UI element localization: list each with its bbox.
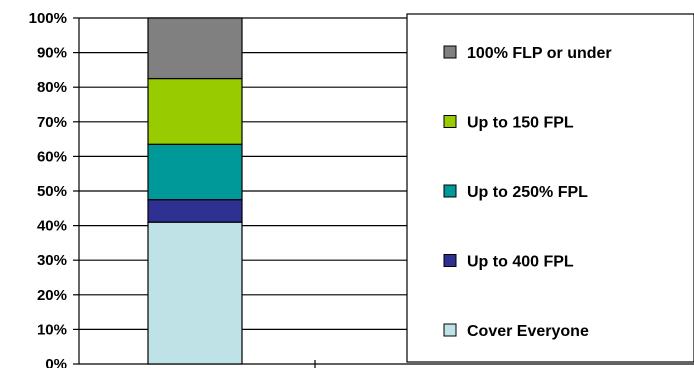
bar-segment [147,17,243,80]
legend-swatch [443,45,457,59]
y-tick-label: 80% [37,79,67,96]
y-tick-label: 60% [37,148,67,165]
legend-entry-label: 100% FLP or under [467,45,612,62]
legend: 100% FLP or under Up to 150 FPL Up to 250%… [406,13,694,363]
y-tick-label: 100% [29,10,67,27]
y-tick-label: 70% [37,114,67,131]
bar-stack [147,17,243,365]
y-tick-label: 40% [37,218,67,235]
bar-segment [147,221,243,365]
bar-segment [147,199,243,223]
y-tick-label: 0% [45,356,67,368]
legend-entry-label: Up to 400 FPL [467,254,574,271]
legend-swatch [443,323,457,337]
legend-entry-label: Up to 150 FPL [467,115,574,132]
y-tick-label: 50% [37,183,67,200]
y-tick-label: 10% [37,321,67,338]
legend-swatch [443,115,457,128]
bar-segment [147,143,243,201]
legend-swatch [443,254,457,267]
legend-entry-label: Cover Everyone [467,323,589,340]
y-tick-label: 30% [37,252,67,269]
y-tick-label: 20% [37,287,67,304]
y-tick-label: 90% [37,45,67,62]
bar-segment [147,77,243,145]
legend-entry-label: Up to 250% FPL [467,184,588,201]
y-axis: 0% 10% 20% 30% 40% 50% 60% 70% 80% 90% 100% [29,10,316,368]
legend-swatch [443,184,457,198]
